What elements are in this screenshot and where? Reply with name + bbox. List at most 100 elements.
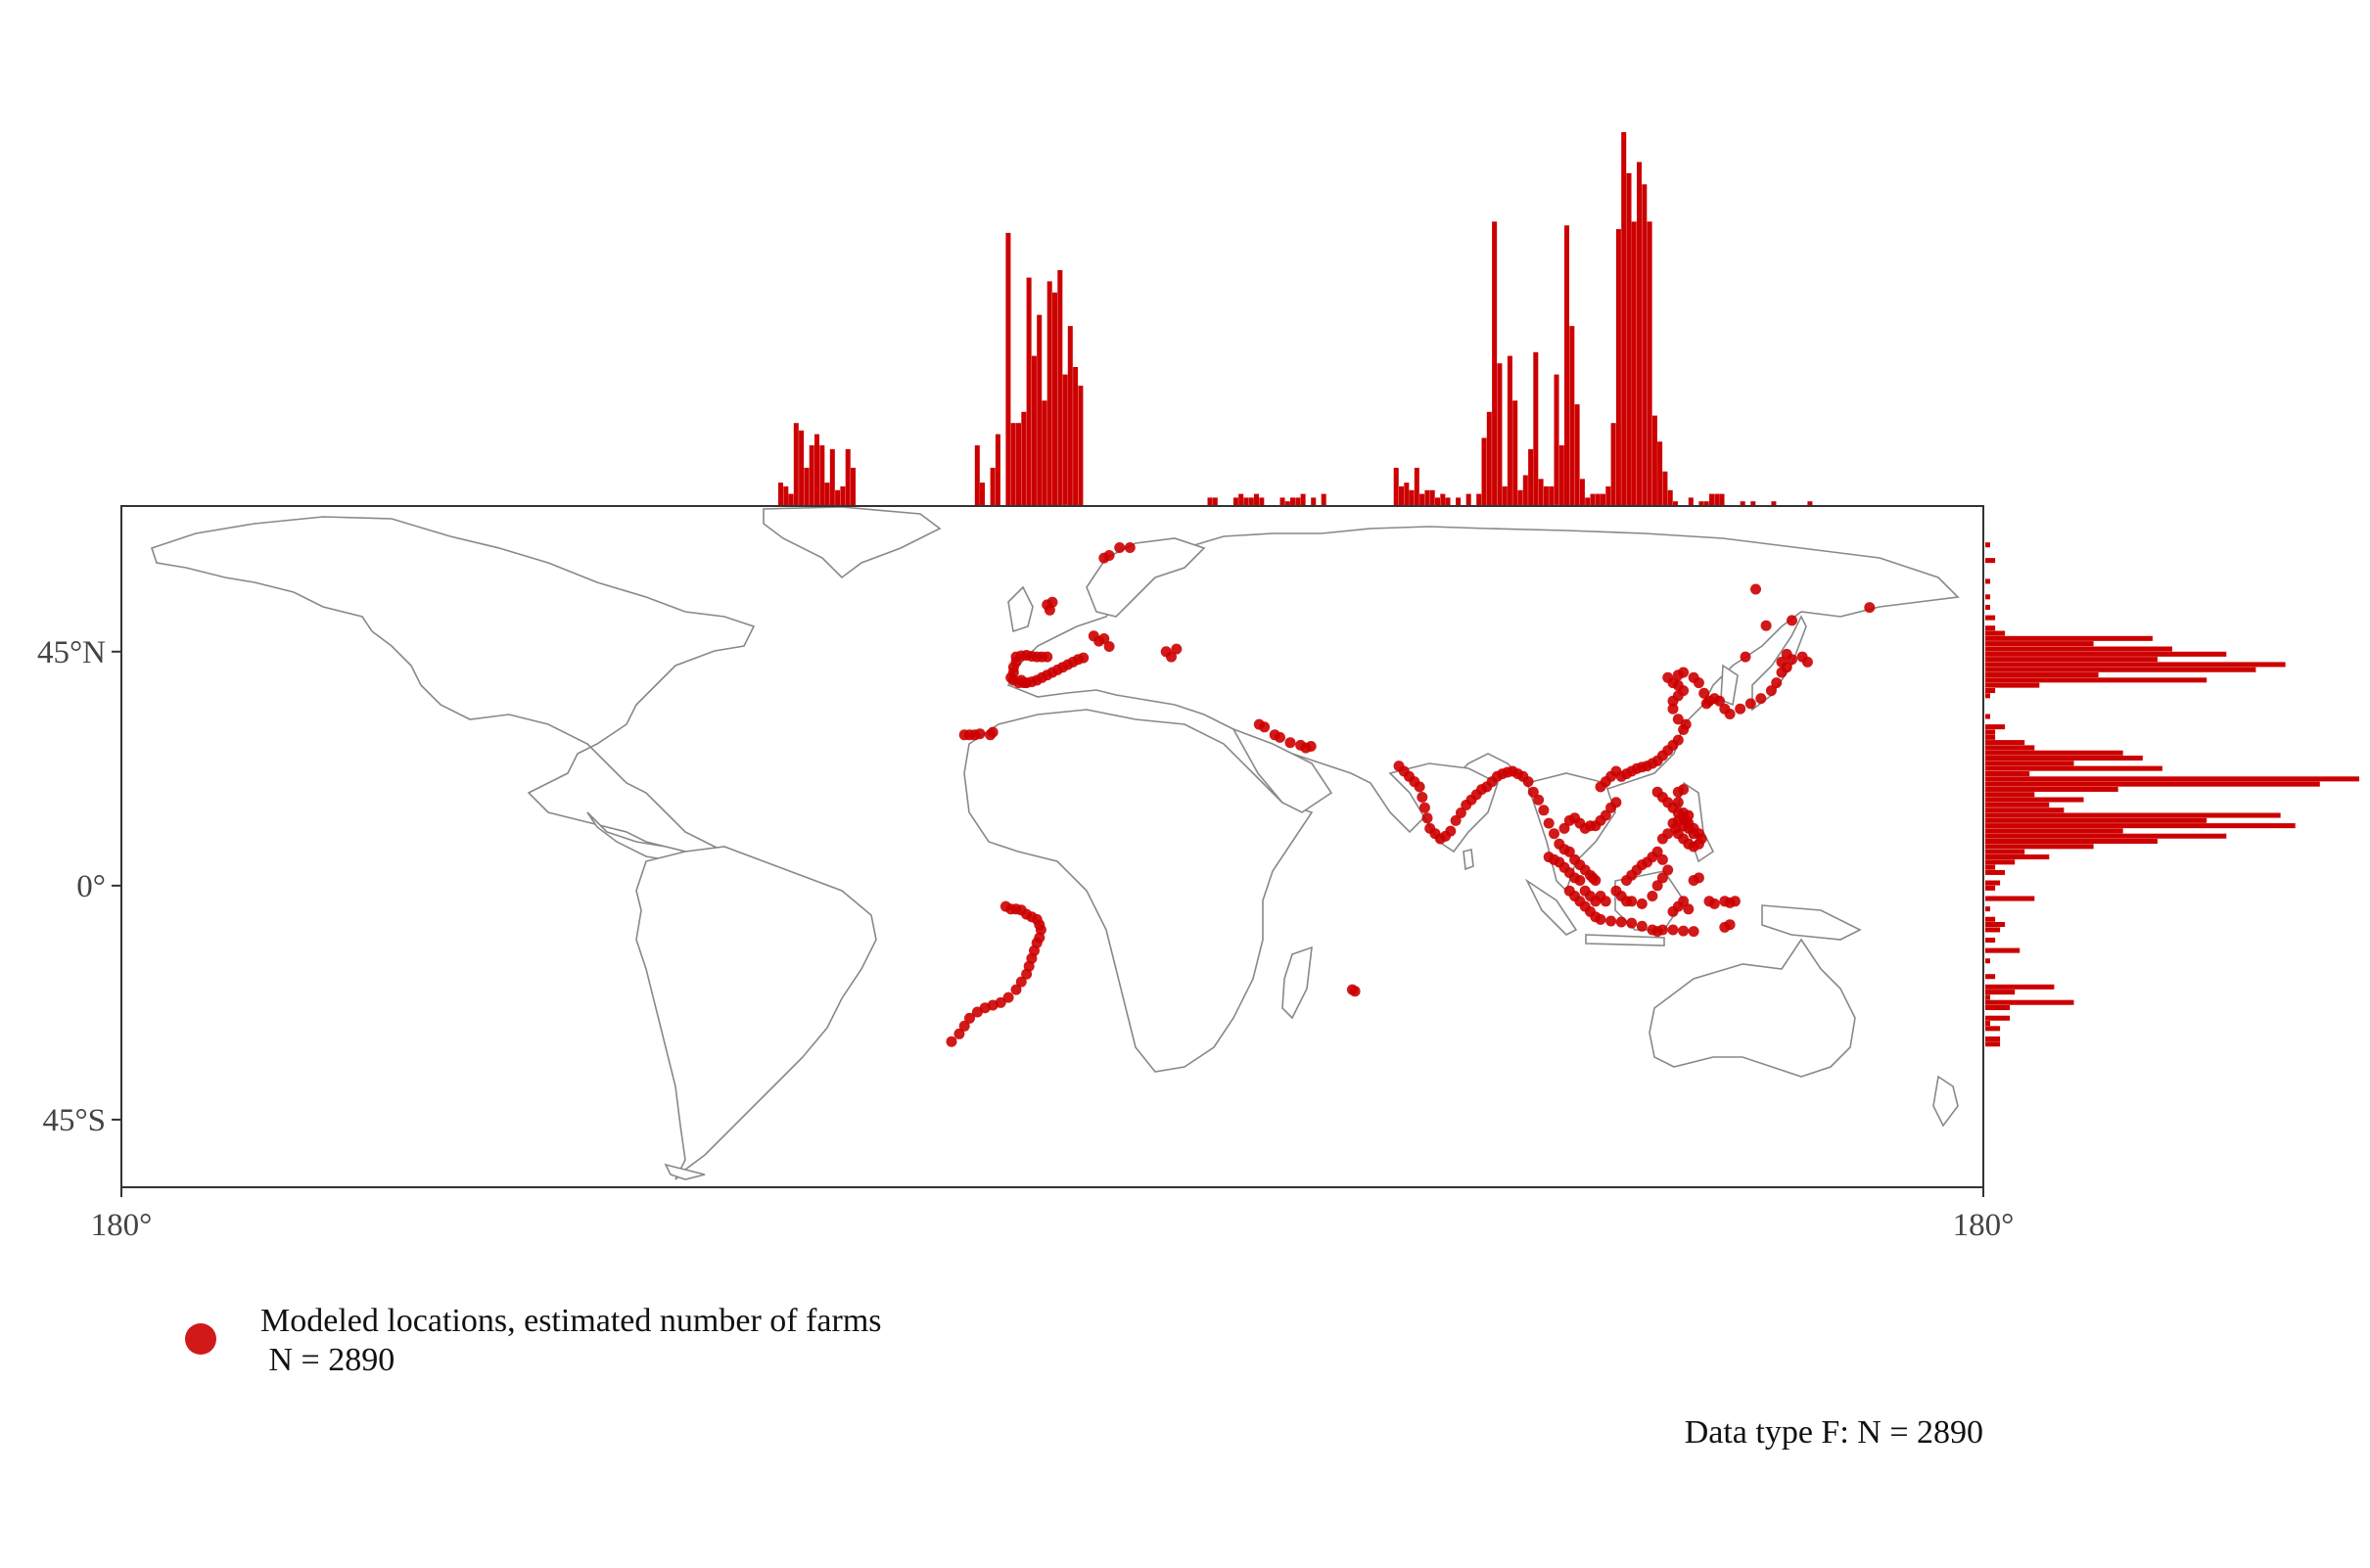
farm-point xyxy=(1656,853,1668,865)
lon-hist-bar xyxy=(980,483,986,505)
lat-hist-bar xyxy=(1985,594,1990,600)
lon-hist-bar xyxy=(1579,479,1585,505)
lon-hist-bar xyxy=(1476,493,1482,505)
farm-point xyxy=(1656,872,1668,884)
lon-hist-bar xyxy=(1585,497,1591,505)
lon-hist-bar xyxy=(840,485,846,505)
farm-point xyxy=(1114,542,1126,553)
lon-hist-bar xyxy=(1046,281,1052,505)
farm-point xyxy=(1765,685,1777,697)
lat-hist-bar xyxy=(1985,729,1996,735)
farm-point xyxy=(1166,651,1177,663)
lon-hist-bar xyxy=(1321,493,1326,505)
farm-point xyxy=(1688,828,1699,840)
lat-hist-bar xyxy=(1985,823,2296,829)
farm-point xyxy=(1124,542,1136,553)
lon-hist-bar xyxy=(835,489,841,505)
lon-hist-bar xyxy=(1440,493,1446,505)
greenland-outline xyxy=(763,506,942,579)
farm-point xyxy=(1662,864,1674,876)
lon-hist-bar xyxy=(1507,355,1512,505)
lat-hist-bar xyxy=(1985,844,2094,850)
lat-hist-bar xyxy=(1985,927,2001,933)
lat-hist-bar xyxy=(1985,745,2035,751)
lat-hist-bar xyxy=(1985,677,2207,683)
lon-hist-bar xyxy=(1232,497,1238,505)
farm-point xyxy=(1626,917,1638,929)
farm-point xyxy=(946,1036,957,1047)
lon-hist-bar xyxy=(809,445,814,505)
farm-point xyxy=(1693,677,1704,689)
lon-hist-bar xyxy=(788,493,794,505)
lat-hist-bar xyxy=(1985,938,1996,944)
farm-point xyxy=(1417,792,1428,803)
british-isles-outline xyxy=(1007,585,1034,633)
lon-hist-bar xyxy=(1533,351,1539,505)
latitude-axis: 45°N 0° 45°S xyxy=(37,635,121,1138)
lat-hist-bar xyxy=(1985,724,2006,730)
lat-hist-bar xyxy=(1985,714,1990,719)
lat-hist-bar xyxy=(1985,880,2001,886)
lon-hist-bar xyxy=(1709,493,1715,505)
lon-hist-bar xyxy=(1057,270,1063,505)
farm-point xyxy=(1801,656,1813,668)
lon-hist-bar xyxy=(1595,493,1601,505)
lat-hist-bar xyxy=(1985,859,2016,865)
farm-point xyxy=(1698,687,1710,699)
farm-point xyxy=(1044,604,1055,616)
lat-hist-bar xyxy=(1985,765,2162,771)
farm-point xyxy=(1259,721,1271,733)
lon-hist-bar xyxy=(1259,497,1265,505)
lat-hist-bar xyxy=(1985,896,2035,901)
lon-hist-bar xyxy=(1284,501,1290,505)
farm-point xyxy=(1647,891,1658,901)
lat-hist-bar xyxy=(1985,756,2143,761)
farm-point xyxy=(1522,776,1534,788)
antarctic-fragment xyxy=(664,1163,706,1180)
lon-hist-bar xyxy=(1073,367,1079,505)
arabia-outline xyxy=(1231,727,1333,813)
lon-hist-bar xyxy=(1445,497,1451,505)
lon-hist-bar xyxy=(1279,497,1285,505)
lon-hist-bar xyxy=(1414,467,1419,505)
lon-hist-bar xyxy=(1657,441,1663,505)
latitude-histogram xyxy=(1985,542,2359,1047)
lat-hist-bar xyxy=(1985,781,2320,787)
legend-line-2: N = 2890 xyxy=(260,1342,395,1378)
lat-hist-bar xyxy=(1985,1026,2001,1032)
lon-hist-bar xyxy=(1528,448,1534,505)
lon-hist-bar xyxy=(1031,355,1037,505)
lon-hist-bar xyxy=(1062,374,1068,505)
lon-hist-bar xyxy=(1010,423,1016,505)
farm-point xyxy=(1558,822,1570,834)
lon-hist-bar xyxy=(995,434,1000,505)
sri-lanka-outline xyxy=(1463,849,1474,871)
lat-hist-bar xyxy=(1985,854,2050,860)
lon-hist-bar xyxy=(1662,471,1668,505)
farm-point xyxy=(1621,875,1632,886)
north-america-outline xyxy=(150,516,756,867)
lat-hist-bar xyxy=(1985,761,2074,766)
farm-point xyxy=(1600,896,1611,907)
farm-point xyxy=(1787,615,1797,626)
lon-hist-bar xyxy=(1549,485,1555,505)
farm-point xyxy=(1078,652,1090,664)
farm-point xyxy=(1590,875,1602,886)
lat-tick-label: 45°N xyxy=(37,635,106,670)
farm-point xyxy=(1538,805,1550,816)
lon-hist-bar xyxy=(1295,497,1301,505)
lat-hist-bar xyxy=(1985,885,1996,891)
farm-point xyxy=(1688,926,1699,938)
farm-point xyxy=(1680,814,1692,826)
farm-point xyxy=(1615,916,1627,928)
farm-point xyxy=(1010,984,1022,995)
lon-hist-bar xyxy=(1703,501,1709,505)
lon-hist-bar xyxy=(1404,483,1410,505)
lat-hist-bar xyxy=(1985,667,2256,672)
lon-hist-bar xyxy=(1409,489,1415,505)
farm-point xyxy=(1349,986,1361,997)
farm-point xyxy=(1018,677,1030,689)
lon-hist-bar xyxy=(1238,493,1244,505)
lon-hist-bar xyxy=(1067,326,1073,505)
lon-hist-bar xyxy=(1554,374,1559,505)
